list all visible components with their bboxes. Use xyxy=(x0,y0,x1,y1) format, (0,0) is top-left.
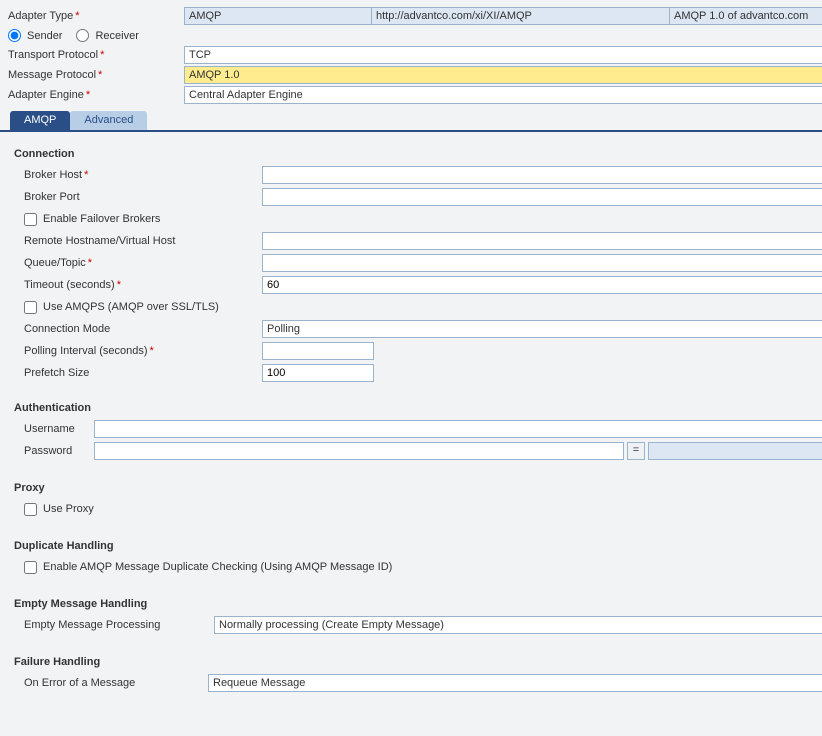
adapter-type-label: Adapter Type* xyxy=(0,10,184,22)
connection-mode-label: Connection Mode xyxy=(14,323,262,335)
section-connection: Connection xyxy=(14,142,822,164)
broker-host-label: Broker Host* xyxy=(14,169,262,181)
use-amqps-checkbox[interactable] xyxy=(24,301,37,314)
queue-topic-label: Queue/Topic* xyxy=(14,257,262,269)
adapter-engine-label: Adapter Engine* xyxy=(0,89,184,101)
on-error-label: On Error of a Message xyxy=(14,677,208,689)
remote-host-label: Remote Hostname/Virtual Host xyxy=(14,235,262,247)
enable-failover-checkbox[interactable] xyxy=(24,213,37,226)
empty-processing-field[interactable]: Normally processing (Create Empty Messag… xyxy=(214,616,822,634)
receiver-label: Receiver xyxy=(95,30,138,42)
sender-radio[interactable] xyxy=(8,29,21,42)
section-authentication: Authentication xyxy=(14,384,822,418)
adapter-description-field[interactable]: AMQP 1.0 of advantco.com xyxy=(670,7,822,25)
transport-protocol-label: Transport Protocol* xyxy=(0,49,184,61)
transport-protocol-field[interactable]: TCP xyxy=(184,46,822,64)
section-duplicate: Duplicate Handling xyxy=(14,520,822,556)
enable-duplicate-label: Enable AMQP Message Duplicate Checking (… xyxy=(43,561,392,573)
use-proxy-checkbox[interactable] xyxy=(24,503,37,516)
receiver-radio[interactable] xyxy=(76,29,89,42)
enable-failover-label: Enable Failover Brokers xyxy=(43,213,160,225)
password-input[interactable] xyxy=(94,442,624,460)
empty-processing-label: Empty Message Processing xyxy=(14,619,214,631)
message-protocol-label: Message Protocol* xyxy=(0,69,184,81)
adapter-namespace-field[interactable]: http://advantco.com/xi/XI/AMQP xyxy=(372,7,670,25)
password-compare-button[interactable]: = xyxy=(627,442,645,460)
username-label: Username xyxy=(14,423,94,435)
remote-host-input[interactable] xyxy=(262,232,822,250)
message-protocol-field[interactable]: AMQP 1.0 xyxy=(184,66,822,84)
use-proxy-label: Use Proxy xyxy=(43,503,94,515)
tab-strip: AMQP Advanced xyxy=(0,111,822,132)
broker-port-label: Broker Port xyxy=(14,191,262,203)
sender-label: Sender xyxy=(27,30,62,42)
polling-interval-label: Polling Interval (seconds)* xyxy=(14,345,262,357)
on-error-field[interactable]: Requeue Message xyxy=(208,674,822,692)
section-empty: Empty Message Handling xyxy=(14,578,822,614)
username-input[interactable] xyxy=(94,420,822,438)
broker-port-input[interactable] xyxy=(262,188,822,206)
section-proxy: Proxy xyxy=(14,462,822,498)
queue-topic-input[interactable] xyxy=(262,254,822,272)
adapter-engine-field[interactable]: Central Adapter Engine xyxy=(184,86,822,104)
polling-interval-input[interactable] xyxy=(262,342,374,360)
timeout-input[interactable] xyxy=(262,276,822,294)
password-label: Password xyxy=(14,445,94,457)
timeout-label: Timeout (seconds)* xyxy=(14,279,262,291)
enable-duplicate-checkbox[interactable] xyxy=(24,561,37,574)
tab-advanced[interactable]: Advanced xyxy=(70,111,147,130)
tab-amqp[interactable]: AMQP xyxy=(10,111,70,130)
broker-host-input[interactable] xyxy=(262,166,822,184)
adapter-name-field[interactable]: AMQP xyxy=(184,7,372,25)
password-confirm-field[interactable] xyxy=(648,442,822,460)
use-amqps-label: Use AMQPS (AMQP over SSL/TLS) xyxy=(43,301,219,313)
section-failure: Failure Handling xyxy=(14,636,822,672)
connection-mode-field[interactable]: Polling xyxy=(262,320,822,338)
prefetch-size-input[interactable] xyxy=(262,364,374,382)
prefetch-size-label: Prefetch Size xyxy=(14,367,262,379)
